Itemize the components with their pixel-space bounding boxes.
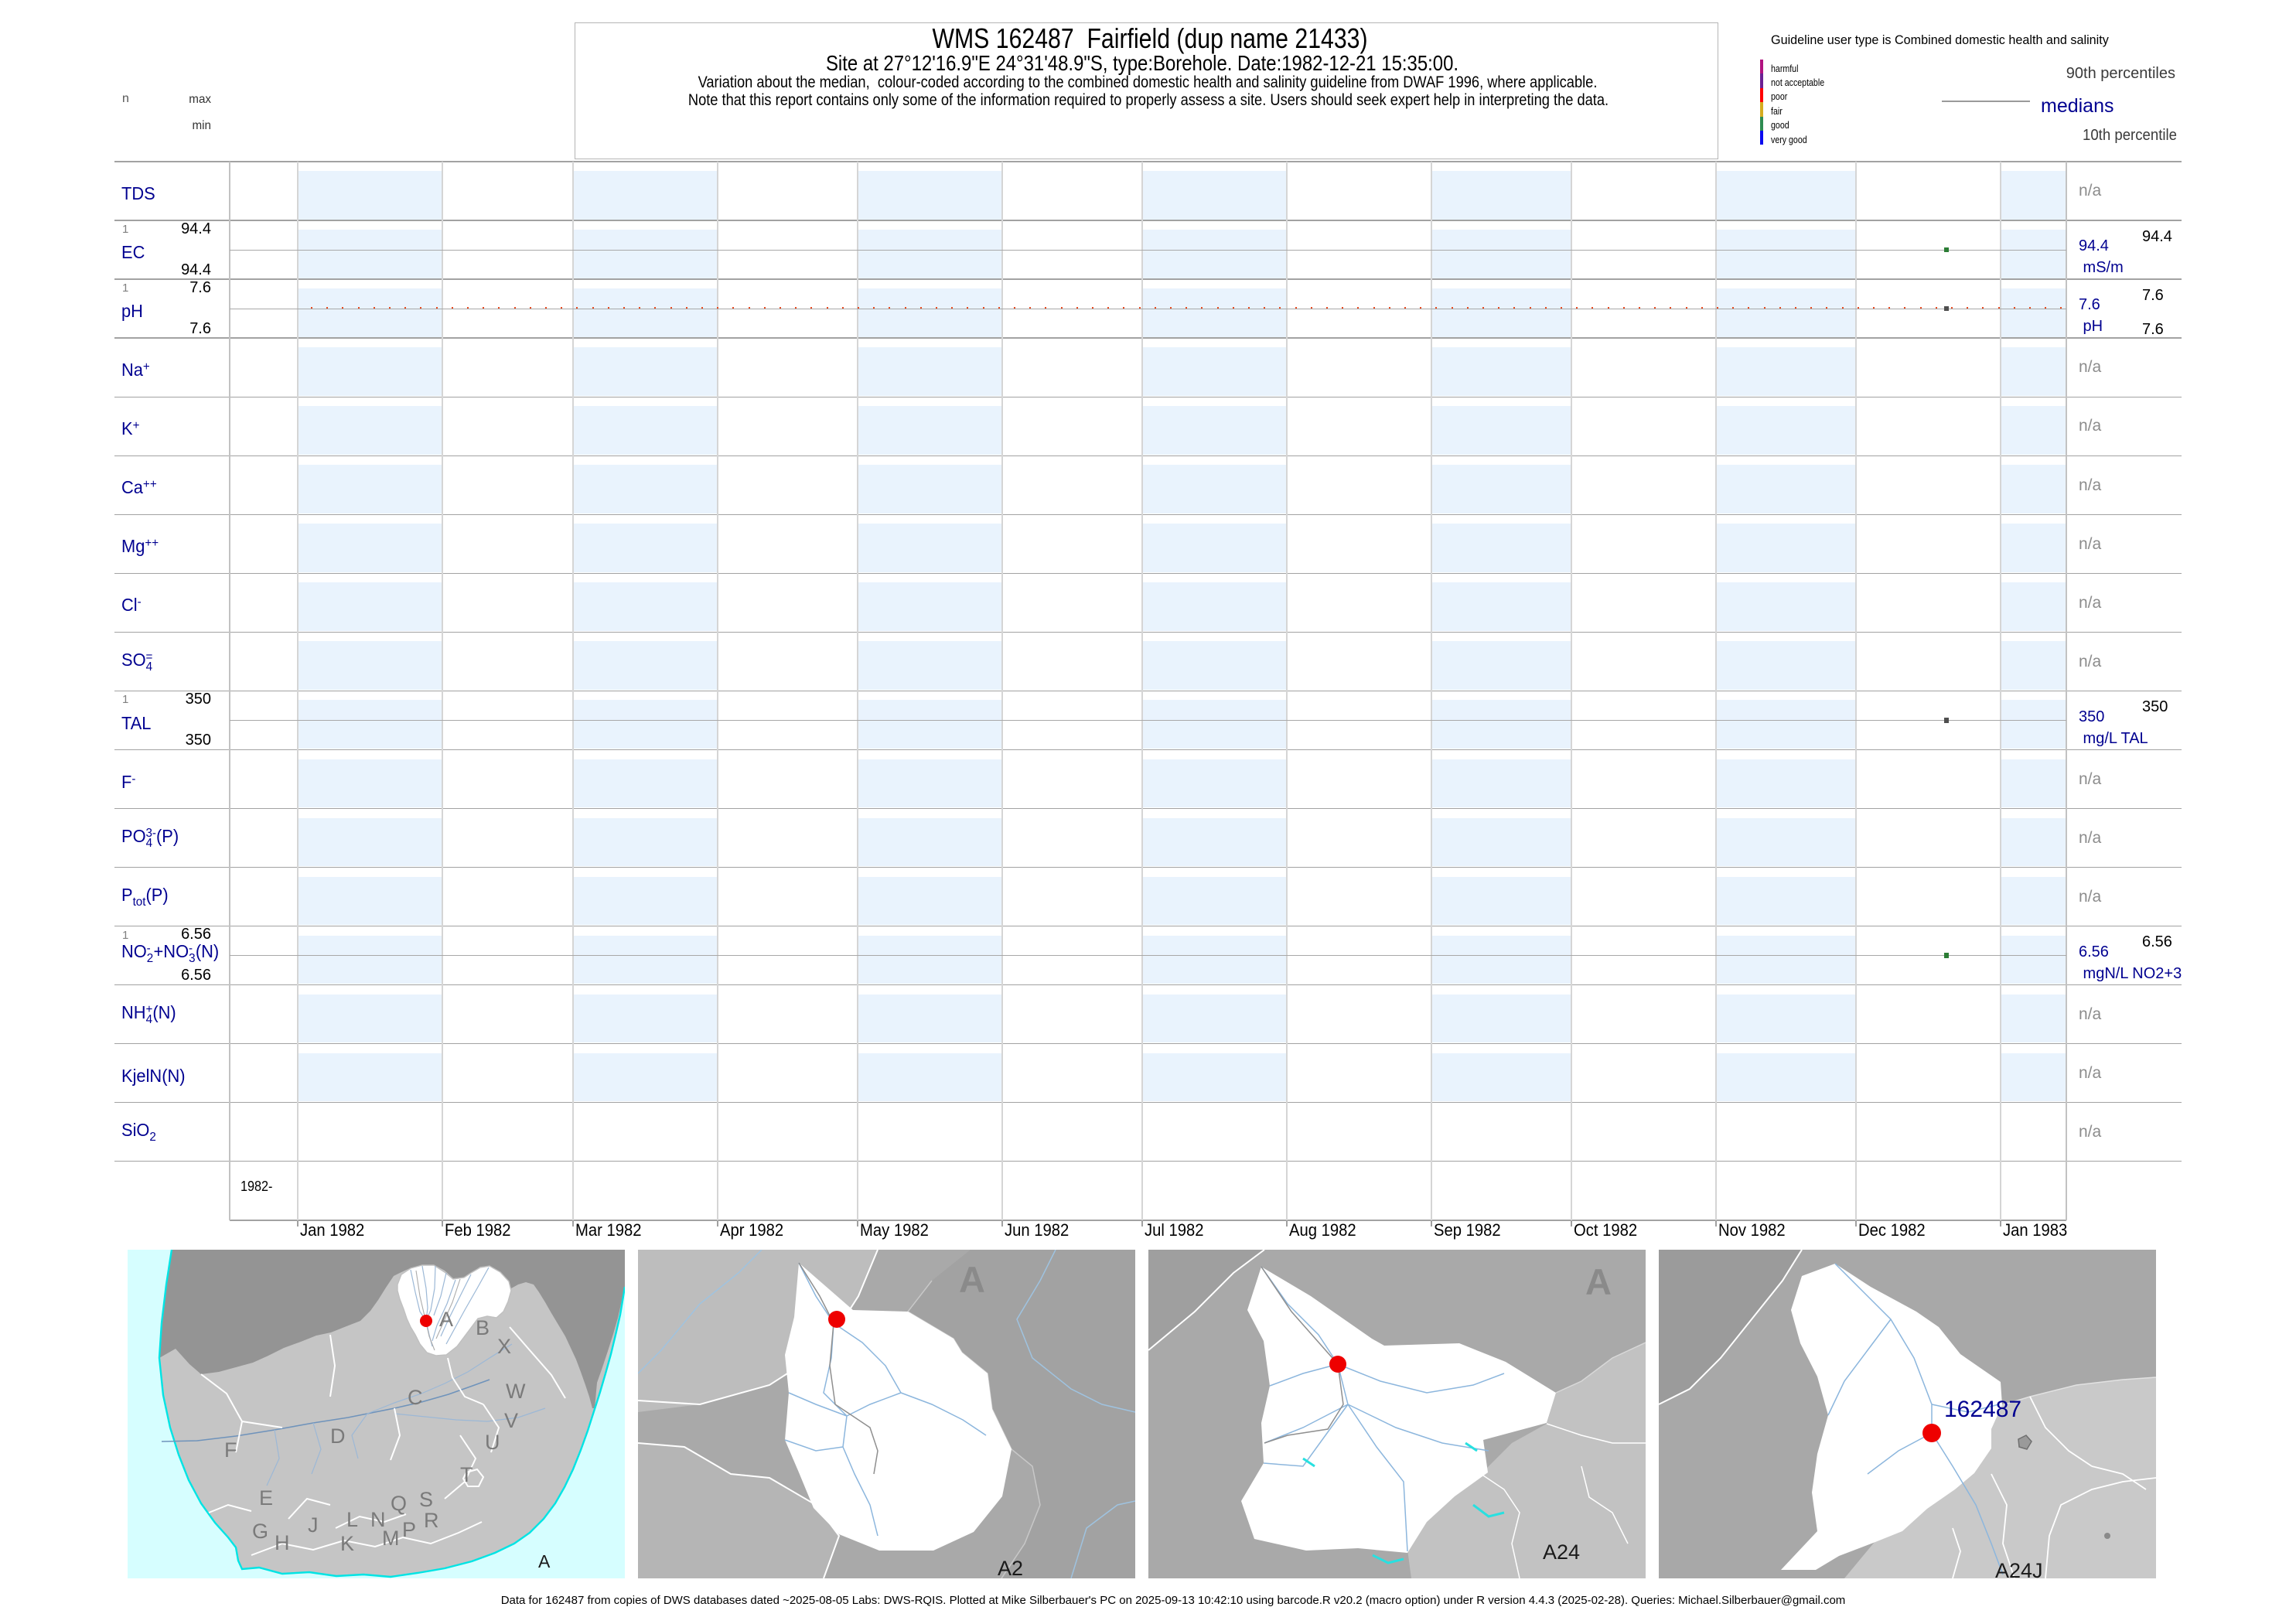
- svg-text:X: X: [497, 1335, 511, 1358]
- svg-text:A: A: [439, 1308, 453, 1331]
- svg-text:V: V: [504, 1409, 518, 1432]
- svg-text:U: U: [485, 1431, 500, 1454]
- svg-text:P: P: [402, 1518, 416, 1541]
- svg-text:S: S: [419, 1488, 433, 1511]
- svg-text:J: J: [308, 1513, 319, 1537]
- svg-text:H: H: [275, 1531, 290, 1554]
- svg-text:A2: A2: [998, 1557, 1023, 1578]
- svg-text:F: F: [224, 1438, 237, 1462]
- svg-text:R: R: [424, 1509, 439, 1532]
- svg-text:A: A: [1585, 1261, 1612, 1302]
- svg-text:G: G: [252, 1520, 268, 1543]
- svg-text:A: A: [959, 1259, 985, 1300]
- svg-text:A: A: [538, 1551, 551, 1571]
- svg-text:W: W: [506, 1380, 526, 1403]
- svg-text:T: T: [460, 1463, 473, 1486]
- svg-text:162487: 162487: [1944, 1397, 2021, 1422]
- svg-text:Q: Q: [391, 1492, 407, 1515]
- svg-text:L: L: [346, 1508, 358, 1531]
- svg-text:M: M: [382, 1527, 400, 1550]
- svg-text:D: D: [330, 1424, 346, 1448]
- svg-text:C: C: [408, 1386, 423, 1409]
- svg-text:A24: A24: [1543, 1540, 1580, 1564]
- svg-text:N: N: [370, 1508, 386, 1531]
- svg-text:A24J: A24J: [1995, 1559, 2043, 1578]
- svg-text:B: B: [476, 1316, 490, 1339]
- svg-text:K: K: [340, 1532, 354, 1555]
- svg-text:E: E: [259, 1486, 273, 1510]
